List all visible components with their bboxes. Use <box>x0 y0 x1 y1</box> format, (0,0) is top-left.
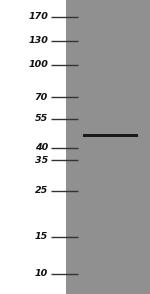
Text: 25: 25 <box>35 186 48 195</box>
Bar <box>66 0 150 294</box>
Text: 15: 15 <box>35 233 48 241</box>
Text: 10: 10 <box>35 269 48 278</box>
Text: 170: 170 <box>28 12 48 21</box>
Text: 100: 100 <box>28 60 48 69</box>
Bar <box>82 133 138 137</box>
Text: 40: 40 <box>35 143 48 152</box>
Text: 35: 35 <box>35 156 48 165</box>
Text: 55: 55 <box>35 114 48 123</box>
Text: 70: 70 <box>35 93 48 102</box>
Text: 130: 130 <box>28 36 48 45</box>
